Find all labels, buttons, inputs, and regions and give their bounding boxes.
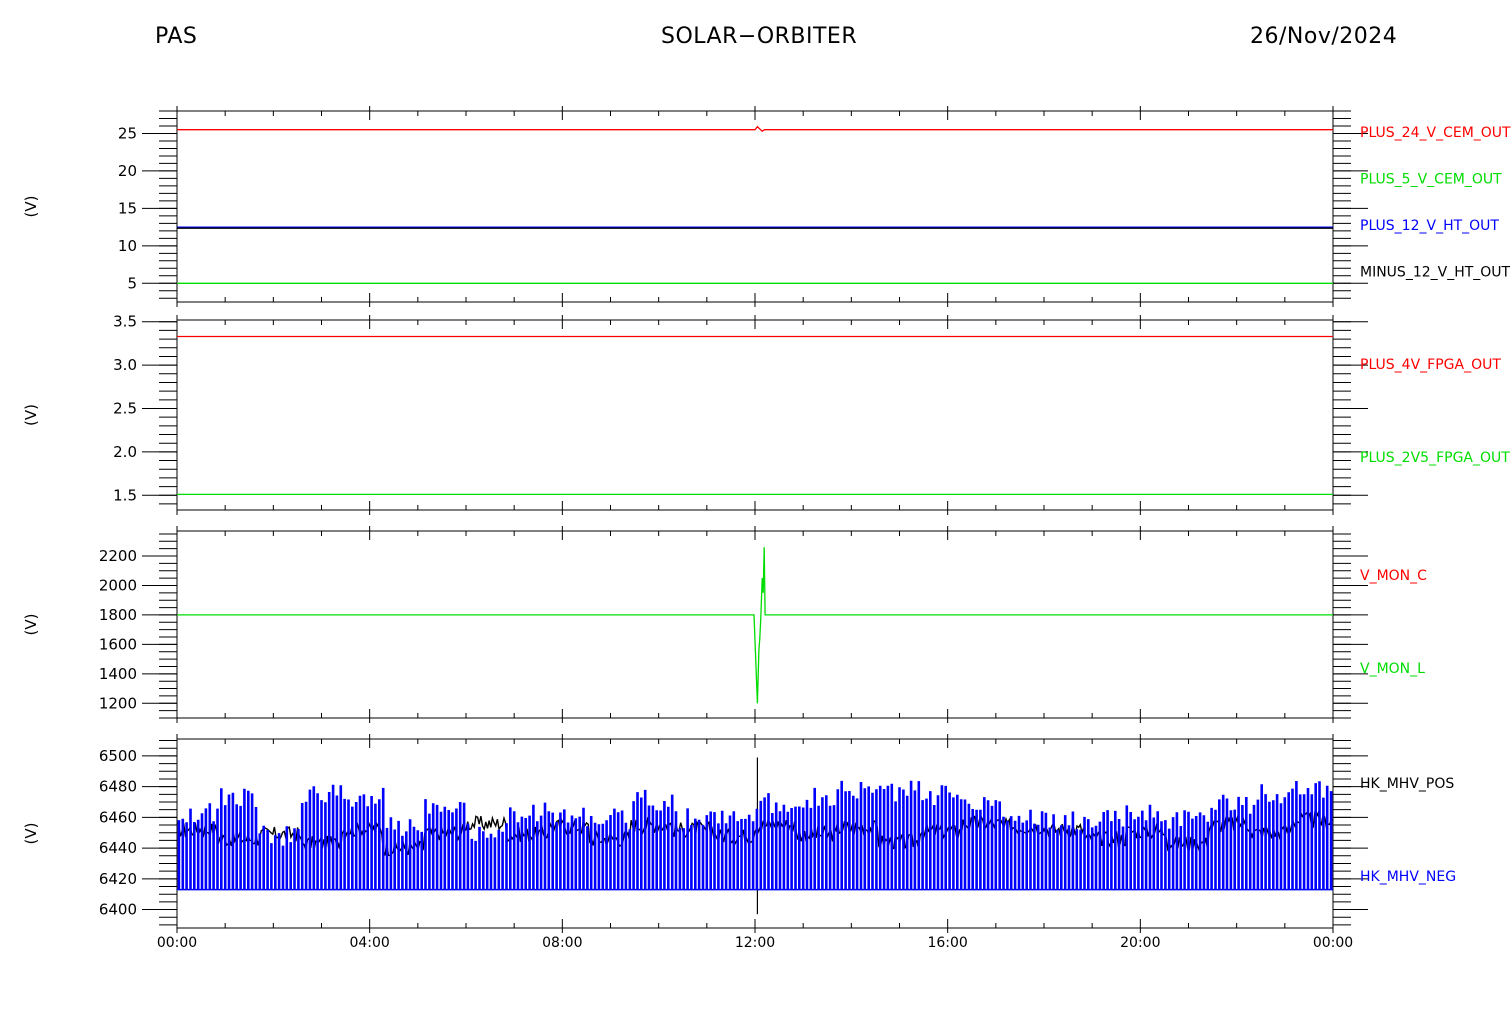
panel-frame	[176, 110, 1334, 303]
y-tick-label: 6460	[99, 808, 137, 826]
y-axis-label: (V)	[22, 614, 40, 636]
y-tick-label: 6480	[99, 778, 137, 796]
y-axis-label: (V)	[22, 196, 40, 218]
y-axis-label: (V)	[22, 823, 40, 845]
y-tick-label: 2200	[99, 547, 137, 565]
y-tick-label: 15	[118, 199, 137, 217]
y-tick-label: 6420	[99, 870, 137, 888]
panel-series	[177, 125, 1333, 284]
legend-entry: PLUS_24_V_CEM_OUT	[1360, 125, 1511, 141]
instrument-label: PAS	[155, 24, 198, 49]
panel-series	[177, 547, 1333, 704]
legend-entry: PLUS_4V_FPGA_OUT	[1360, 357, 1501, 373]
panel-frame	[176, 319, 1334, 511]
y-tick-label: 2000	[99, 576, 137, 594]
legend-entry: V_MON_L	[1360, 661, 1425, 677]
legend-entry: HK_MHV_NEG	[1360, 869, 1456, 885]
legend-entry: PLUS_2V5_FPGA_OUT	[1360, 450, 1510, 466]
x-tick-label: 12:00	[735, 935, 775, 951]
y-tick-label: 1400	[99, 665, 137, 683]
y-tick-label: 1600	[99, 635, 137, 653]
y-tick-label: 6400	[99, 901, 137, 919]
x-tick-label: 20:00	[1120, 935, 1160, 951]
x-tick-label: 04:00	[349, 935, 389, 951]
mission-title: SOLAR−ORBITER	[661, 24, 858, 49]
panel-series	[177, 757, 1333, 915]
series-line	[177, 547, 1333, 704]
y-tick-label: 1800	[99, 606, 137, 624]
y-tick-label: 3.5	[113, 313, 137, 331]
x-tick-label: 08:00	[542, 935, 582, 951]
date-label: 26/Nov/2024	[1250, 24, 1398, 49]
x-tick-label: 00:00	[157, 935, 197, 951]
panel-series	[177, 335, 1333, 496]
y-tick-label: 6440	[99, 839, 137, 857]
panel-4: 6400 6420 6440 6460 6480 6500 (V) HK_MHV_POS HK_…	[22, 734, 1456, 933]
legend-entry: MINUS_12_V_HT_OUT	[1360, 265, 1511, 281]
y-tick-label: 6500	[99, 747, 137, 765]
y-tick-label: 2.0	[113, 443, 137, 461]
y-axis-label: (V)	[22, 404, 40, 426]
y-tick-label: 1.5	[113, 486, 137, 504]
series-line	[177, 125, 1333, 133]
legend-entry: HK_MHV_POS	[1360, 776, 1454, 792]
y-tick-label: 5	[127, 274, 137, 292]
y-tick-label: 3.0	[113, 356, 137, 374]
x-tick-label: 16:00	[927, 935, 967, 951]
y-tick-label: 1200	[99, 694, 137, 712]
panel-3: 1200 1400 1600 1800 2000 2200 (V) V_MON_C V_MON_…	[22, 526, 1427, 723]
series-line	[177, 810, 1333, 857]
y-tick-label: 25	[118, 124, 137, 142]
panel-1: 5 10 15 20 25 (V) PLUS_24_V_CEM_OUT PLUS_5_V_CE…	[22, 106, 1511, 307]
legend-entry: V_MON_C	[1360, 568, 1427, 584]
y-tick-label: 10	[118, 237, 137, 255]
y-tick-label: 20	[118, 162, 137, 180]
y-tick-label: 2.5	[113, 399, 137, 417]
panel-2: 1.5 2.0 2.5 3.0 3.5 (V) PLUS_4V_FPGA_OUT PLUS_2…	[22, 313, 1510, 515]
series-bars	[177, 780, 1333, 890]
x-tick-label: 00:00	[1313, 935, 1353, 951]
legend-entry: PLUS_5_V_CEM_OUT	[1360, 172, 1502, 188]
legend-entry: PLUS_12_V_HT_OUT	[1360, 218, 1499, 234]
